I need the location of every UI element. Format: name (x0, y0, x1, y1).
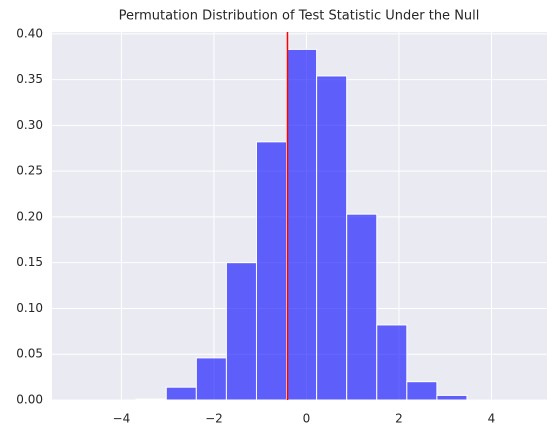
x-tick-label: 4 (488, 412, 496, 426)
bar (225, 262, 257, 401)
x-tick-label: 2 (395, 412, 403, 426)
bar (135, 398, 167, 401)
bar (406, 381, 438, 401)
bar (195, 357, 227, 401)
y-tick-label: 0.30 (16, 118, 43, 132)
y-tick-label: 0.10 (16, 301, 43, 315)
bar (436, 394, 468, 401)
x-tick-label: 0 (303, 412, 311, 426)
bar (165, 386, 197, 401)
y-tick-label: 0.20 (16, 209, 43, 223)
y-tick-label: 0.40 (16, 26, 43, 40)
bar (346, 213, 378, 401)
y-tick-label: 0.25 (16, 164, 43, 178)
bar (376, 324, 408, 401)
bar (255, 141, 288, 401)
y-tick-label: 0.35 (16, 72, 43, 86)
y-tick-label: 0.05 (16, 347, 43, 361)
y-tick-label: 0.15 (16, 255, 43, 269)
bar (286, 48, 318, 401)
bar (316, 75, 348, 401)
chart-title: Permutation Distribution of Test Statist… (119, 9, 480, 24)
y-tick-label: 0.00 (16, 393, 43, 407)
x-tick-label: −4 (113, 412, 131, 426)
x-tick-label: −2 (205, 412, 223, 426)
